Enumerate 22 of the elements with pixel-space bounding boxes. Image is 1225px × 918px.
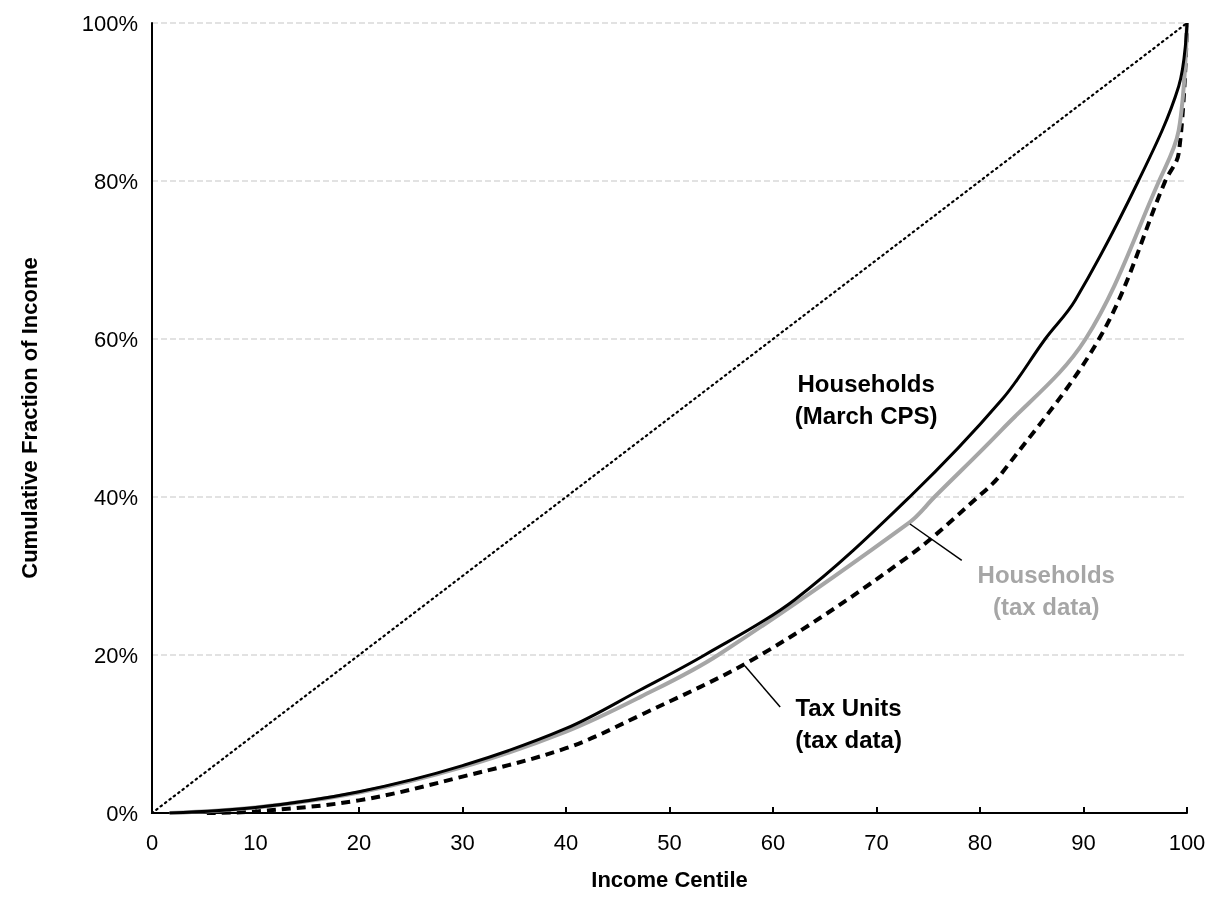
y-tick-label: 100% (81, 10, 138, 36)
y-tick-label: 0% (106, 800, 138, 826)
y-tick-label: 80% (93, 168, 138, 194)
text: Households (tax data) (977, 560, 1115, 620)
y-tick-label: 20% (93, 642, 138, 668)
x-tick-label: 20 (346, 829, 372, 855)
x-tick-label: 0 (145, 829, 159, 855)
x-tick-label: 10 (243, 829, 268, 855)
y-tick-label: 40% (93, 484, 138, 510)
x-tick-label: 80 (967, 829, 993, 855)
y-axis-title: Cumulative Fraction of Income (16, 257, 42, 579)
x-tick-label: 90 (1071, 829, 1096, 855)
x-tick-label: 30 (450, 829, 475, 855)
y-tick-label: 60% (93, 326, 138, 352)
x-axis-title: Income Centile (591, 866, 748, 892)
x-tick-label: 60 (760, 829, 786, 855)
x-tick-label: 50 (657, 829, 682, 855)
x-tick-label: 70 (864, 829, 889, 855)
x-tick-label: 100 (1168, 829, 1206, 855)
x-tick-label: 40 (553, 829, 579, 855)
text: Tax Units (tax data) (795, 694, 902, 754)
series-label: Households (March CPS) (794, 370, 938, 430)
